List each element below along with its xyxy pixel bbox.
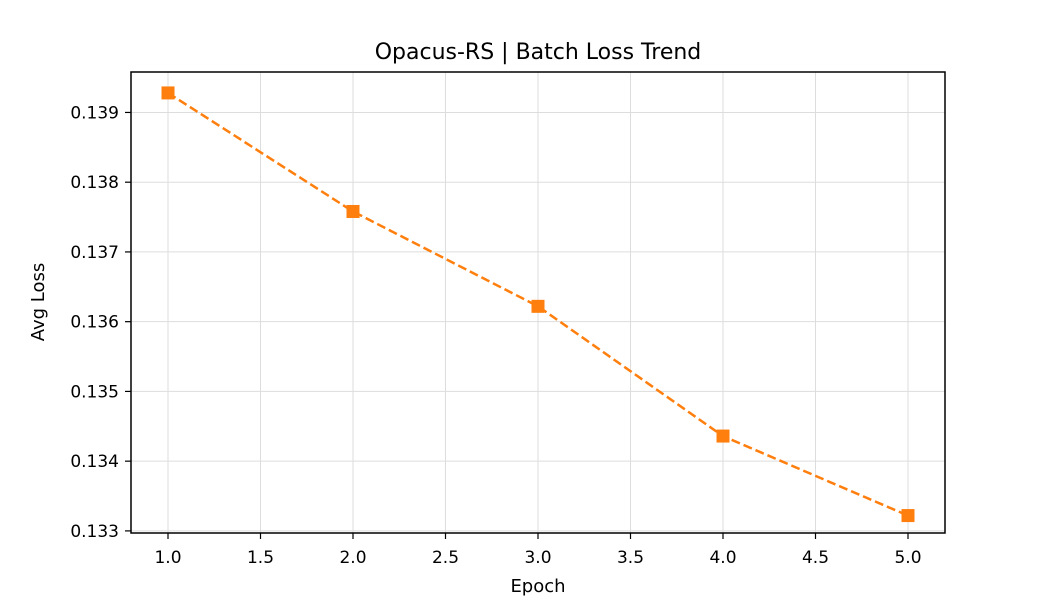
x-axis-label: Epoch [510,576,565,597]
x-tick-label: 5.0 [894,548,921,568]
x-tick-label: 2.5 [432,548,459,568]
y-tick-label: 0.136 [70,313,119,333]
x-tick-label: 1.5 [247,548,274,568]
data-point [901,509,915,523]
y-tick-label: 0.134 [70,452,119,472]
axis-ticks: 1.0 1.5 2.0 2.5 3.0 3.5 4.0 4.5 5.0 0.133 0.134 0.1… [70,103,921,568]
x-tick-label: 4.5 [802,548,829,568]
x-tick-label: 3.0 [524,548,551,568]
data-point [161,86,175,100]
grid [131,72,945,533]
x-tick-label: 4.0 [709,548,736,568]
data-point [531,299,545,313]
y-axis-label: Avg Loss [28,263,49,342]
series-line [167,91,909,517]
series-layer [161,86,915,523]
data-point [716,429,730,443]
chart-title: Opacus-RS | Batch Loss Trend [375,40,702,65]
data-point [346,204,360,218]
x-tick-label: 2.0 [339,548,366,568]
y-tick-label: 0.138 [70,173,119,193]
y-tick-label: 0.135 [70,382,119,402]
y-tick-label: 0.133 [70,522,119,542]
x-tick-label: 1.0 [154,548,181,568]
y-tick-label: 0.137 [70,243,119,263]
y-tick-label: 0.139 [70,103,119,123]
x-tick-label: 3.5 [617,548,644,568]
